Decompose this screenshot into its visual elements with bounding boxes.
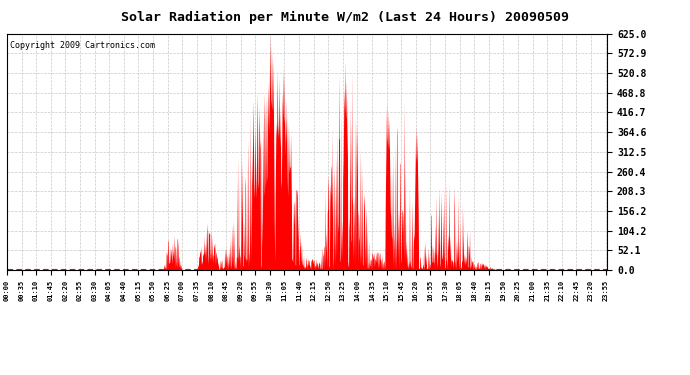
Text: Copyright 2009 Cartronics.com: Copyright 2009 Cartronics.com	[10, 41, 155, 50]
Text: Solar Radiation per Minute W/m2 (Last 24 Hours) 20090509: Solar Radiation per Minute W/m2 (Last 24…	[121, 11, 569, 24]
